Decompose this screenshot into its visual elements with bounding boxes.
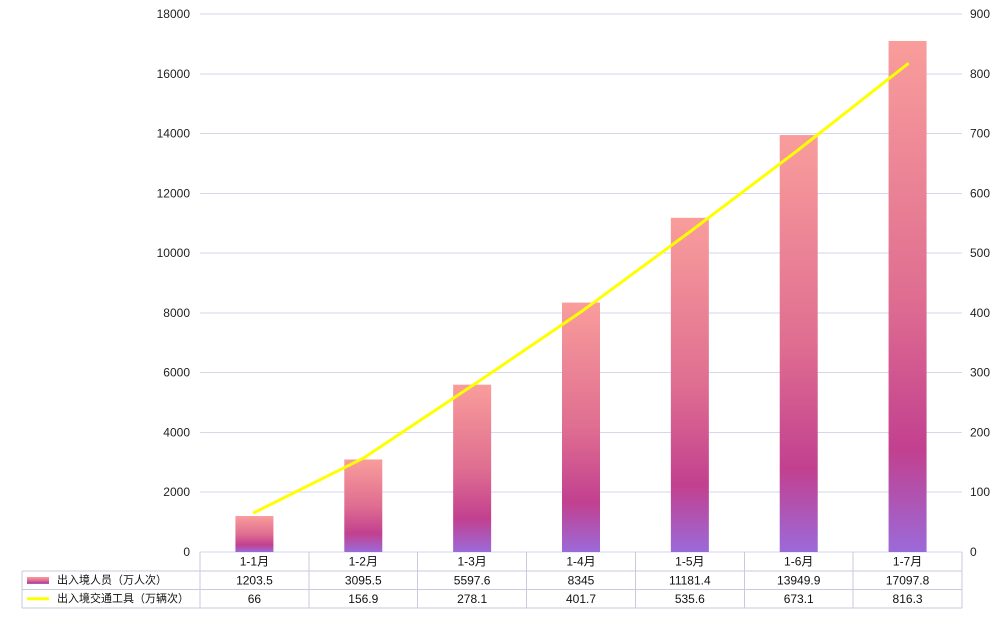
table-cell-r1-c5: 11181.4 (669, 573, 711, 587)
table-cell-r1-c2: 3095.5 (345, 573, 382, 587)
line-point-1 (252, 511, 256, 515)
y-left-tick-label-4000: 4000 (163, 425, 190, 439)
y-left-tick-label-12000: 12000 (157, 186, 191, 200)
table-header-cell-5: 1-5月 (675, 555, 704, 569)
bar-2 (344, 459, 383, 552)
y-left-tick-label-2000: 2000 (163, 485, 190, 499)
bar-5 (670, 217, 709, 552)
y-right-tick-label-800: 800 (970, 67, 990, 81)
y-right-tick-label-200: 200 (970, 425, 990, 439)
bar-3 (453, 384, 492, 552)
line-point-3 (470, 384, 474, 388)
bar-1 (235, 516, 274, 552)
table-cell-r2-c2: 156.9 (348, 592, 378, 606)
bar-6 (779, 135, 818, 553)
axis-tick-labels: 0200040006000800010000120001400016000180… (157, 7, 991, 559)
y-left-tick-label-16000: 16000 (157, 67, 191, 81)
bar-4 (562, 302, 600, 552)
table-cell-r2-c7: 816.3 (893, 592, 923, 606)
table-header-cell-1: 1-1月 (240, 555, 269, 569)
y-right-tick-label-400: 400 (970, 306, 990, 320)
y-right-tick-label-500: 500 (970, 246, 990, 260)
table-header-cell-3: 1-3月 (457, 555, 486, 569)
legend-label-people: 出入境人员（万人次） (57, 572, 167, 586)
table-header-cell-2: 1-2月 (349, 555, 378, 569)
table-header-cell-4: 1-4月 (566, 555, 595, 569)
table-cell-r2-c5: 535.6 (675, 592, 705, 606)
y-left-tick-label-8000: 8000 (163, 306, 190, 320)
data-table: 1-1月 1-2月 1-3月 1-4月 1-5月 1-6月 1-7月 1203.5 3095.5… (21, 552, 963, 609)
line-point-7 (906, 62, 910, 66)
table-cell-r2-c4: 401.7 (566, 592, 596, 606)
y-left-tick-label-14000: 14000 (157, 127, 191, 141)
table-cell-r1-c7: 17097.8 (886, 573, 930, 587)
line-point-5 (688, 230, 692, 234)
legend-label-vehicles: 出入境交通工具（万辆次） (57, 591, 189, 605)
bar-series-people (235, 40, 927, 553)
table-cell-r1-c1: 1203.5 (236, 573, 273, 587)
y-left-tick-label-18000: 18000 (157, 7, 191, 21)
table-cell-r2-c3: 278.1 (457, 592, 487, 606)
table-cell-r1-c4: 8345 (568, 573, 595, 587)
y-right-tick-label-600: 600 (970, 186, 990, 200)
y-right-tick-label-700: 700 (970, 127, 990, 141)
bar-7 (888, 40, 927, 552)
y-left-tick-label-10000: 10000 (157, 246, 191, 260)
legend-swatch-people (27, 577, 49, 584)
table-header-cell-6: 1-6月 (784, 555, 813, 569)
y-right-tick-label-100: 100 (970, 485, 990, 499)
y-right-tick-label-300: 300 (970, 366, 990, 380)
y-left-tick-label-0: 0 (183, 545, 190, 559)
table-cell-r1-c6: 13949.9 (777, 573, 821, 587)
y-right-tick-label-0: 0 (970, 545, 977, 559)
line-point-2 (361, 456, 365, 460)
y-right-tick-label-900: 900 (970, 7, 990, 21)
table-cell-r2-c1: 66 (248, 592, 262, 606)
line-point-4 (579, 310, 583, 314)
line-series-vehicles-layer (252, 62, 910, 515)
table-cell-r1-c3: 5597.6 (454, 573, 491, 587)
table-cell-r2-c6: 673.1 (784, 592, 814, 606)
table-header-cell-7: 1-7月 (893, 555, 922, 569)
y-left-tick-label-6000: 6000 (163, 366, 190, 380)
line-point-6 (797, 148, 801, 152)
